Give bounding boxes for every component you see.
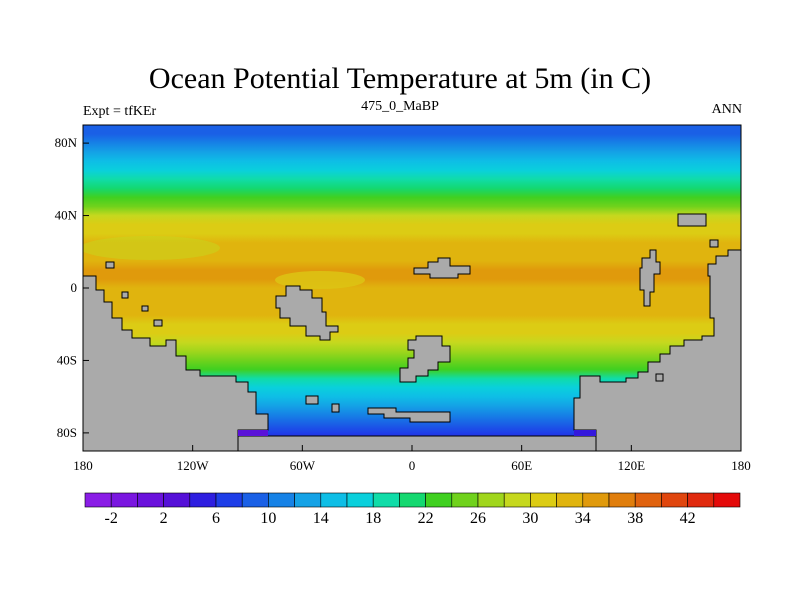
case-label: 475_0_MaBP xyxy=(361,99,439,114)
colorbar-label: 2 xyxy=(160,510,168,527)
colorbar-swatch xyxy=(110,492,138,508)
colorbar-swatch xyxy=(268,492,295,508)
x-tick-label: 180 xyxy=(731,458,751,473)
colorbar-label: 30 xyxy=(522,510,538,527)
colorbar-label: 38 xyxy=(627,510,643,527)
colorbar-swatch xyxy=(556,492,584,508)
colorbar-swatch xyxy=(137,492,164,508)
colorbar-swatch xyxy=(608,492,636,508)
land-masses xyxy=(83,213,741,451)
colorbar-label: 14 xyxy=(313,510,329,527)
colorbar-swatch xyxy=(241,492,269,508)
colorbar-swatch xyxy=(189,492,217,508)
colorbar-swatch xyxy=(294,492,322,508)
colorbar-swatch xyxy=(399,492,426,508)
colorbar-swatch xyxy=(661,492,688,508)
land-africa xyxy=(275,285,339,341)
y-tick-label: 80S xyxy=(57,425,77,440)
colorbar-swatch xyxy=(84,492,112,508)
colorbar: -2 2 6 10 14 18 22 26 30 34 38 42 xyxy=(84,492,741,527)
colorbar-label: 34 xyxy=(575,510,591,527)
colorbar-swatch xyxy=(713,492,741,508)
colorbar-swatch xyxy=(687,492,715,508)
colorbar-swatch xyxy=(582,492,610,508)
land-dot-6 xyxy=(655,373,664,382)
x-tick-label: 120E xyxy=(618,458,646,473)
land-island-central xyxy=(399,335,451,383)
land-dot-7 xyxy=(305,395,319,405)
land-north-strip xyxy=(413,257,471,279)
land-south xyxy=(237,435,597,451)
y-axis: 80N 40N 0 40S 80S xyxy=(55,135,89,440)
colorbar-swatch xyxy=(634,492,662,508)
season-label: ANN xyxy=(711,102,742,117)
colorbar-swatch xyxy=(215,492,243,508)
colorbar-label: 26 xyxy=(470,510,486,527)
colorbar-swatch xyxy=(372,492,400,508)
cold-strip-east xyxy=(574,430,596,436)
land-dot-2 xyxy=(121,291,129,299)
colorbar-label: 6 xyxy=(212,510,220,527)
x-tick-label: 60W xyxy=(290,458,316,473)
y-tick-label: 0 xyxy=(71,280,78,295)
colorbar-label: 22 xyxy=(418,510,434,527)
x-tick-label: 0 xyxy=(409,458,416,473)
cold-strip-west xyxy=(238,430,268,436)
land-west xyxy=(83,275,269,451)
colorbar-swatch xyxy=(425,492,453,508)
colorbar-label: -2 xyxy=(105,510,118,527)
experiment-label: Expt = tfKEr xyxy=(83,104,157,119)
y-tick-label: 40N xyxy=(55,208,78,223)
colorbar-swatch xyxy=(346,492,374,508)
x-tick-label: 180 xyxy=(73,458,93,473)
land-dot-5 xyxy=(709,239,719,248)
colorbar-swatch xyxy=(163,492,191,508)
colorbar-swatch xyxy=(451,492,479,508)
x-tick-label: 120W xyxy=(177,458,210,473)
land-dot-8 xyxy=(331,403,340,413)
colorbar-swatch xyxy=(530,492,557,508)
land-northeast-box xyxy=(677,213,707,227)
land-east-tall xyxy=(639,249,661,307)
land-dot-3 xyxy=(141,305,149,312)
colorbar-swatch xyxy=(320,492,348,508)
x-tick-label: 60E xyxy=(511,458,532,473)
land-east xyxy=(573,249,741,451)
y-tick-label: 80N xyxy=(55,135,78,150)
colorbar-label: 42 xyxy=(680,510,696,527)
land-strip-south xyxy=(367,407,451,423)
colorbar-swatch xyxy=(477,492,505,508)
warm-pool xyxy=(275,271,365,289)
colorbar-label: 10 xyxy=(260,510,276,527)
colorbar-label: 18 xyxy=(365,510,381,527)
chart-title: Ocean Potential Temperature at 5m (in C) xyxy=(148,62,652,95)
land-dot-1 xyxy=(105,261,115,269)
colorbar-swatch xyxy=(503,492,531,508)
y-tick-label: 40S xyxy=(57,352,77,367)
land-dot-4 xyxy=(153,319,163,327)
x-axis: 180 120W 60W 0 60E 120E 180 xyxy=(73,445,751,473)
warm-band xyxy=(83,236,220,260)
